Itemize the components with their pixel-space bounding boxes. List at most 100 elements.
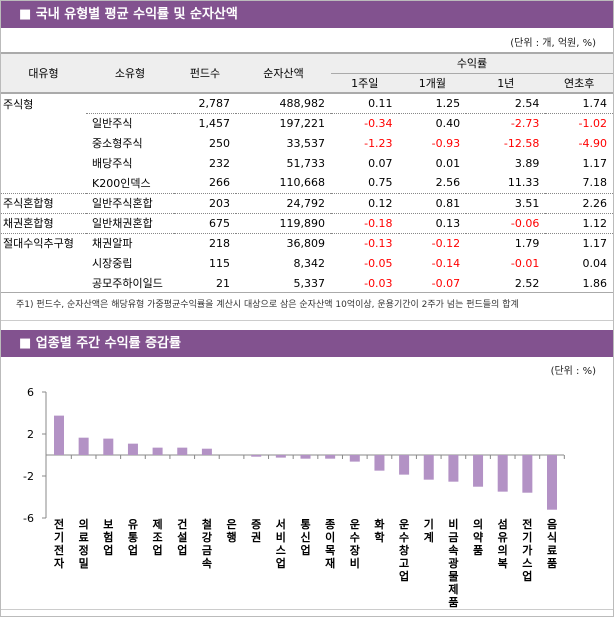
table-row: 일반주식 1,457 197,221 -0.34 0.40 -2.73 -1.02 bbox=[1, 112, 613, 133]
divider bbox=[1, 320, 613, 321]
table-row: 중소형주식 250 33,537 -1.23 -0.93 -12.58 -4.90 bbox=[1, 133, 613, 153]
y-tick-label: -2 bbox=[23, 470, 34, 483]
return-1y: 1.79 bbox=[466, 232, 546, 253]
return-1m: 1.25 bbox=[435, 96, 461, 110]
fund-count: 2,787 bbox=[198, 96, 231, 110]
net-assets: 488,982 bbox=[279, 96, 326, 110]
header-funds: 펀드수 bbox=[174, 53, 236, 93]
header-1y: 1년 bbox=[466, 73, 546, 93]
table-row: 주식혼합형 일반주식혼합 203 24,792 0.12 0.81 3.51 2.26 bbox=[1, 192, 613, 213]
fund-count: 1,457 bbox=[174, 112, 236, 133]
table-row: 시장중립 115 8,342 -0.05 -0.14 -0.01 0.04 bbox=[1, 253, 613, 273]
header-ytd: 연초후 bbox=[545, 73, 613, 93]
section1-title: ■ 국내 유형별 평균 수익률 및 순자산액 bbox=[1, 1, 613, 28]
bar-운수창고업 bbox=[399, 455, 410, 475]
footnote: 주1) 펀드수, 순자산액은 해당유형 가중평균수익률을 계산시 대상으로 삼은… bbox=[16, 300, 519, 310]
return-ytd: 1.86 bbox=[582, 276, 608, 290]
return-1m: 0.40 bbox=[398, 112, 467, 133]
minor-type bbox=[86, 93, 174, 113]
header-minor: 소유형 bbox=[86, 53, 174, 93]
minor-type: 일반주식혼합 bbox=[86, 192, 174, 213]
return-ytd: 0.04 bbox=[582, 256, 608, 270]
major-type bbox=[1, 173, 86, 193]
return-ytd: 1.17 bbox=[582, 156, 608, 170]
return-1m: -0.14 bbox=[431, 256, 461, 270]
bar-건설업 bbox=[177, 447, 188, 455]
minor-type: 일반주식 bbox=[86, 112, 174, 133]
net-assets: 24,792 bbox=[236, 192, 331, 213]
major-type bbox=[1, 273, 86, 293]
net-assets: 5,337 bbox=[293, 276, 326, 290]
bar-섬유의복 bbox=[497, 455, 508, 492]
return-1y: -0.01 bbox=[510, 256, 540, 270]
fund-count: 115 bbox=[209, 256, 230, 270]
fund-count: 203 bbox=[174, 192, 236, 213]
table-bottom-rule bbox=[1, 292, 613, 293]
table-row: 주식형 2,787 488,982 0.11 1.25 2.54 1.74 bbox=[1, 93, 613, 113]
net-assets: 36,809 bbox=[236, 232, 331, 253]
return-1m: -0.07 bbox=[431, 276, 461, 290]
return-1m: -0.12 bbox=[398, 232, 467, 253]
minor-type: 배당주식 bbox=[92, 157, 133, 170]
return-1m: 0.01 bbox=[435, 156, 461, 170]
section1-unit: (단위 : 개, 억원, %) bbox=[510, 38, 596, 49]
return-1y: -2.73 bbox=[466, 112, 546, 133]
bar-음식료품 bbox=[547, 455, 557, 510]
major-type bbox=[1, 253, 86, 273]
bar-종이목재 bbox=[325, 455, 336, 459]
return-1y: 11.33 bbox=[507, 176, 540, 190]
minor-type: K200인덱스 bbox=[92, 176, 151, 190]
y-tick-label: 6 bbox=[27, 386, 34, 399]
return-1w: -0.18 bbox=[331, 212, 399, 233]
return-ytd: -1.02 bbox=[545, 112, 613, 133]
fund-count: 675 bbox=[174, 212, 236, 233]
return-1w: -0.03 bbox=[364, 276, 393, 290]
net-assets: 110,668 bbox=[279, 176, 326, 190]
minor-type: 시장중립 bbox=[92, 257, 133, 270]
table-row: K200인덱스 266 110,668 0.75 2.56 11.33 7.18 bbox=[1, 173, 613, 193]
return-1w: 0.12 bbox=[331, 192, 399, 213]
table-row: 채권혼합형 일반채권혼합 675 119,890 -0.18 0.13 -0.06 1.12 bbox=[1, 212, 613, 233]
net-assets: 197,221 bbox=[236, 112, 331, 133]
net-assets: 33,537 bbox=[286, 136, 326, 150]
bar-의약품 bbox=[473, 455, 484, 487]
section2-unit: (단위 : %) bbox=[550, 366, 596, 377]
header-major: 대유형 bbox=[1, 53, 86, 93]
header-returns: 수익률 bbox=[331, 53, 613, 74]
major-type: 채권혼합형 bbox=[1, 212, 86, 233]
net-assets: 8,342 bbox=[293, 256, 326, 270]
bar-서비스업 bbox=[275, 455, 286, 458]
return-ytd: 1.12 bbox=[545, 212, 613, 233]
minor-type: 채권알파 bbox=[86, 232, 174, 253]
bar-증권 bbox=[251, 455, 262, 457]
fund-count: 250 bbox=[209, 136, 230, 150]
major-type bbox=[1, 113, 86, 133]
major-type: 절대수익추구형 bbox=[1, 232, 86, 253]
return-1y: -0.06 bbox=[466, 212, 546, 233]
bar-전기전자 bbox=[54, 415, 64, 455]
bar-철강금속 bbox=[201, 448, 212, 455]
sector-return-chart: 6 2 -2 -6 전 기 전 자 의 료 정 밀 보 험 업 유 통 업 제 조 업 건 설 업 철 강 금 속 은 행 증 권 서 비 스 업 통 신… bbox=[23, 386, 565, 609]
y-tick-label: 2 bbox=[27, 428, 34, 441]
bar-보험업 bbox=[103, 438, 114, 455]
header-assets: 순자산액 bbox=[236, 53, 331, 93]
return-1w: 0.11 bbox=[368, 96, 393, 110]
return-ytd: 7.18 bbox=[582, 176, 608, 190]
bar-비금속광물제품 bbox=[448, 455, 459, 482]
table-row: 배당주식 232 51,733 0.07 0.01 3.89 1.17 bbox=[1, 153, 613, 173]
bar-기계 bbox=[423, 455, 434, 480]
fund-count: 21 bbox=[216, 276, 230, 290]
section2-title: ■ 업종별 주간 수익률 증감률 bbox=[1, 330, 613, 357]
return-ytd: -4.90 bbox=[578, 136, 607, 150]
fund-table: 대유형 소유형 펀드수 순자산액 수익률 1주일 1개월 1년 연초후 주식형 2… bbox=[1, 52, 613, 293]
minor-type: 일반채권혼합 bbox=[86, 212, 174, 233]
major-type: 주식형 bbox=[3, 97, 34, 111]
